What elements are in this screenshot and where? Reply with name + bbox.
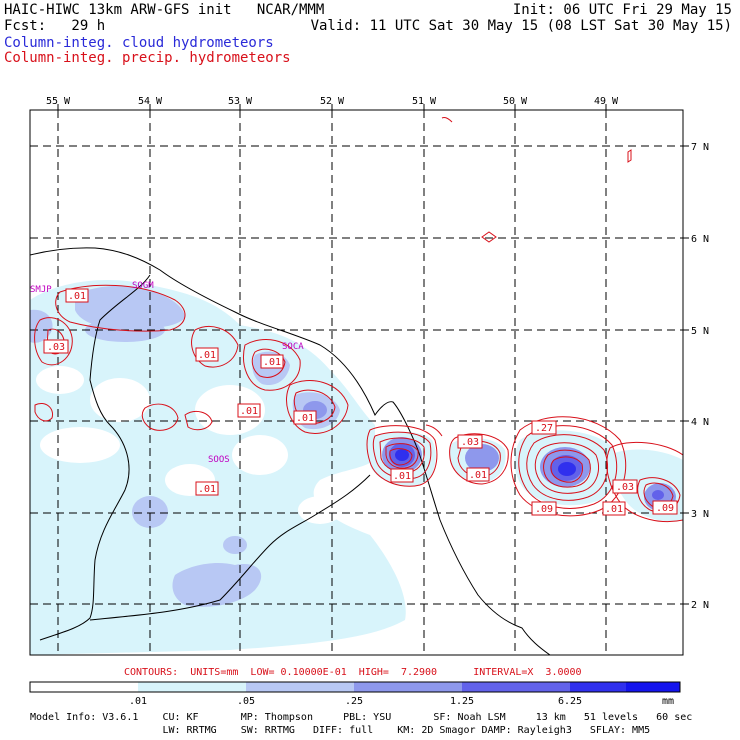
svg-text:.03: .03 [616,482,634,493]
lat-label: 4 N [691,417,709,428]
svg-text:.01: .01 [240,406,258,417]
lat-label: 7 N [691,142,709,153]
lat-label: 6 N [691,234,709,245]
contour-label: .01 [237,403,261,418]
svg-text:.03: .03 [461,437,479,448]
lon-label: 53 W [228,96,253,107]
lon-label: 55 W [46,96,71,107]
station-label: SOOS [208,455,230,465]
border-guyane-brazil [89,474,371,621]
contour-label: .01 [602,501,626,516]
svg-text:.01: .01 [393,471,411,482]
contour-info: CONTOURS: UNITS=mm LOW= 0.10000E-01 HIGH… [124,667,582,678]
svg-text:.27: .27 [535,423,553,434]
colorbar-tick: 6.25 [558,696,582,707]
coastline-borders [30,247,551,655]
forecast-hour: Fcst: 29 h [4,18,106,34]
coastline [30,247,551,655]
station-label: SOGM [132,281,154,291]
lon-label: 54 W [138,96,163,107]
svg-text:.01: .01 [198,350,216,361]
hydrometeor-shading [30,280,683,655]
svg-text:.03: .03 [47,342,65,353]
lon-label: 52 W [320,96,345,107]
contour-label: .01 [195,481,219,496]
lat-label: 2 N [691,600,709,611]
svg-text:.09: .09 [656,503,674,514]
contour-label: .01 [65,288,89,303]
border-suriname-guyane [39,274,151,641]
model-info-line2: LW: RRTMG SW: RRTMG DIFF: full KM: 2D Sm… [30,725,651,736]
svg-text:.01: .01 [469,470,487,481]
svg-text:.01: .01 [198,484,216,495]
svg-text:.01: .01 [296,413,314,424]
contour-label: .01 [195,347,219,362]
contour-label: .03 [43,339,69,354]
graticule [30,110,683,655]
contour-label: .09 [652,500,678,515]
contour-label: .01 [466,467,490,482]
colorbar-tick: 1.25 [450,696,474,707]
model-info-line1: Model Info: V3.6.1 CU: KF MP: Thompson P… [30,712,693,723]
colorbar-tick: .25 [345,696,363,707]
lat-label: 3 N [691,509,709,520]
lat-label: 5 N [691,326,709,337]
contour-label: .01 [390,468,414,483]
svg-text:.09: .09 [535,504,553,515]
contour-label: .03 [612,479,638,494]
colorbar [29,681,681,693]
lon-label: 51 W [412,96,437,107]
svg-text:.01: .01 [605,504,623,515]
init-time: Init: 06 UTC Fri 29 May 15 [512,2,732,18]
valid-time: Valid: 11 UTC Sat 30 May 15 (08 LST Sat … [310,18,732,34]
svg-text:.01: .01 [263,357,281,368]
contour-label: .03 [457,434,483,449]
precip-contours [34,117,683,523]
cloud-field-legend: Column-integ. cloud hydrometeors [4,35,274,51]
svg-text:.01: .01 [68,291,86,302]
colorbar-units: mm [662,696,674,707]
run-title: HAIC-HIWC 13km ARW-GFS init NCAR/MMM [4,2,325,18]
station-label: SOCA [282,342,304,352]
contour-label: .01 [293,410,317,425]
lon-label: 50 W [503,96,528,107]
contour-label: .09 [531,501,557,516]
axis-ticks [57,104,689,605]
colorbar-tick: .01 [129,696,147,707]
map-frame [29,109,684,656]
lon-label: 49 W [594,96,619,107]
station-label: SMJP [30,285,52,295]
contour-label: .01 [260,354,284,369]
precip-field-legend: Column-integ. precip. hydrometeors [4,50,291,66]
contour-label: .27 [531,420,557,435]
colorbar-tick: .05 [237,696,255,707]
